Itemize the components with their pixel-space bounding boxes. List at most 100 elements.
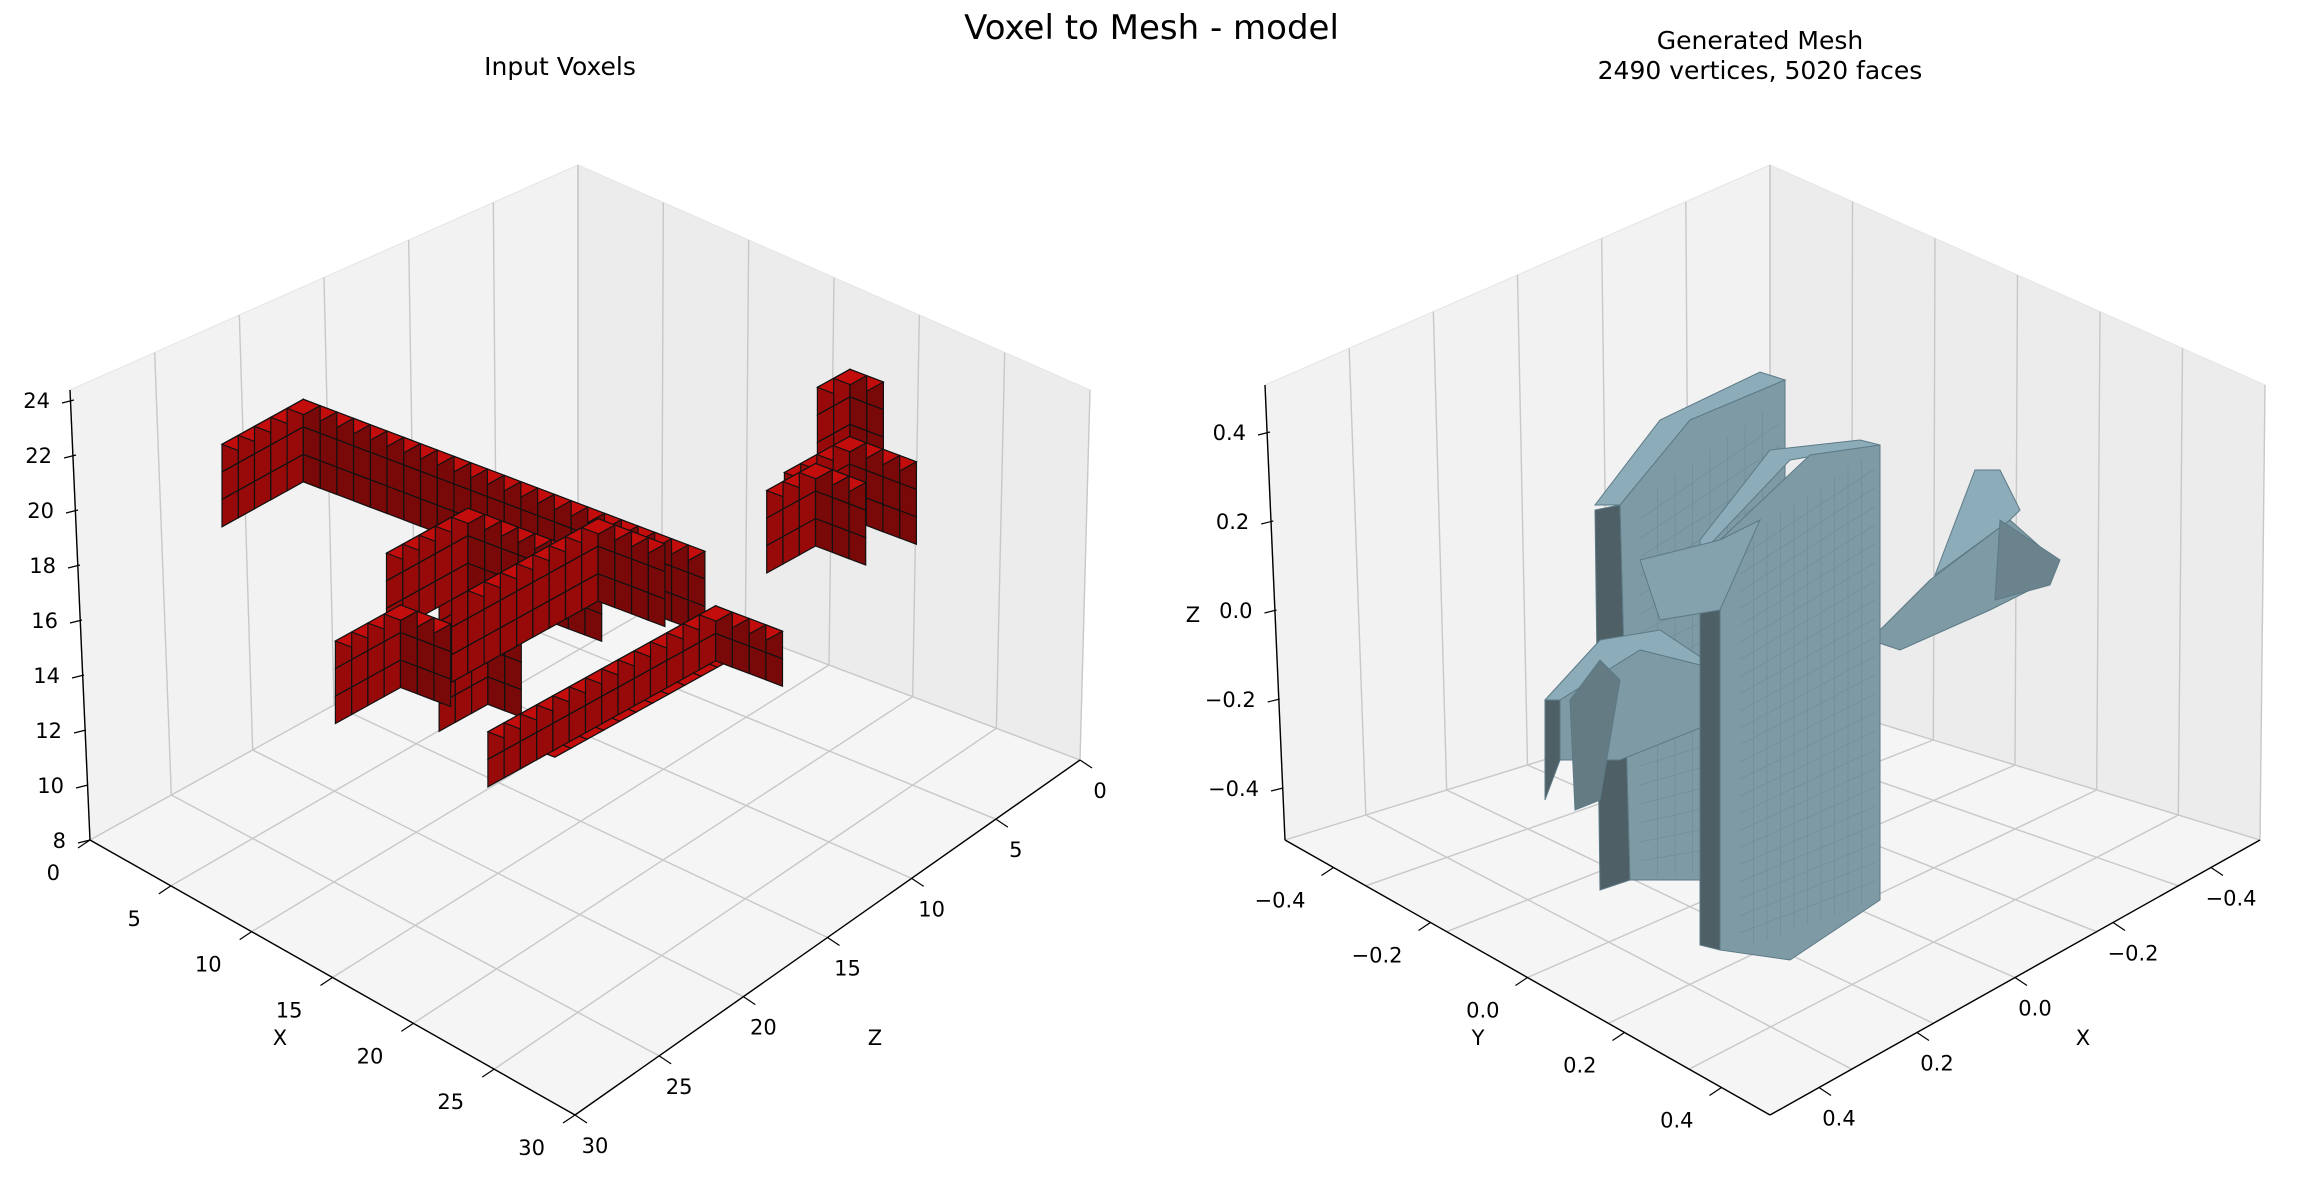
mesh-plot-title-line: Generated Mesh — [1656, 26, 1864, 55]
grid-line — [1432, 311, 1448, 791]
mesh-wire — [1739, 749, 1876, 814]
mesh-x-tick-mark — [1916, 1032, 1930, 1041]
grid-line — [238, 314, 254, 751]
z-tick-mark — [658, 1055, 672, 1065]
grid-line — [2177, 348, 2184, 816]
z-tick-mark — [743, 996, 756, 1006]
voxel-face — [697, 605, 734, 622]
z-tick-label: 0 — [1093, 779, 1106, 803]
mesh-plot-title: Generated Mesh 2490 vertices, 5020 faces — [1480, 26, 2040, 86]
x-tick-mark — [320, 977, 333, 986]
mesh-wire — [1739, 674, 1876, 746]
grid-line — [1516, 274, 1529, 766]
mesh-y-tick-mark — [1515, 977, 1528, 986]
vertical-tick-label: 12 — [35, 719, 62, 743]
mesh-wire — [1739, 618, 1876, 695]
vertical-tick-mark — [77, 839, 91, 844]
mesh-y-axis-label: Y — [1471, 1026, 1485, 1050]
mesh-wire — [1739, 487, 1876, 575]
voxel-face — [832, 368, 869, 386]
mesh-wire — [1739, 505, 1876, 592]
mesh-z-tick-label: 0.2 — [1216, 510, 1249, 534]
mesh-front-slab-top — [1699, 439, 1881, 557]
vertical-tick-label: 8 — [53, 829, 66, 853]
z-tick-label: 30 — [582, 1134, 609, 1158]
mesh-plot-subtitle: 2490 vertices, 5020 faces — [1597, 56, 1923, 85]
mesh-z-tick-mark — [1270, 787, 1284, 792]
mesh-wire — [1739, 693, 1876, 763]
x-tick-mark — [401, 1022, 414, 1032]
mesh-wire — [1739, 712, 1876, 780]
x-tick-label: 15 — [276, 999, 303, 1023]
z-tick-mark — [827, 937, 840, 946]
mesh-z-tick-label: −0.4 — [1208, 777, 1259, 801]
mesh-y-tick-label: 0.2 — [1563, 1054, 1596, 1078]
voxel-model — [220, 368, 918, 788]
grid-line — [2259, 384, 2266, 841]
x-tick-label: 10 — [195, 953, 222, 977]
mesh-x-tick-mark — [2112, 922, 2126, 931]
mesh-z-tick-mark — [1261, 520, 1274, 525]
z-tick-mark — [911, 877, 924, 887]
mesh-front-slab-front — [1719, 444, 1881, 961]
mesh-z-tick-label: 0.4 — [1213, 421, 1246, 445]
mesh-y-tick-mark — [1709, 1087, 1722, 1096]
vertical-tick-label: 20 — [27, 499, 54, 523]
mesh-wire — [1739, 805, 1876, 865]
mesh-tail-wing — [1994, 519, 2061, 601]
grid-line — [2014, 274, 2019, 766]
grid-line — [496, 614, 997, 820]
x-tick-label: 5 — [127, 907, 140, 931]
vertical-tick-label: 18 — [29, 554, 56, 578]
mesh-nose — [1639, 518, 1762, 621]
mesh-wire — [1739, 730, 1876, 797]
z-tick-mark — [995, 818, 1009, 828]
mesh-left-pod — [1569, 659, 1621, 811]
mesh-z-tick-mark — [1267, 698, 1280, 703]
z-axis-label: Z — [868, 1026, 882, 1050]
mesh-ticks: 0.4 0.2 0.0 −0.2 −0.4 Z −0.4 −0.2 0.0 0.2 0.4 Y −0.4… — [1186, 384, 2261, 1133]
grid-line — [995, 352, 1006, 729]
mesh-y-tick-label: −0.4 — [1255, 889, 1306, 913]
x-tick-label: 30 — [518, 1136, 545, 1160]
mesh-wire — [1739, 787, 1876, 848]
voxel-axes — [69, 164, 1091, 1116]
vertical-tick-mark — [65, 509, 79, 514]
mesh-wire — [1739, 562, 1876, 643]
grid-line — [153, 352, 173, 796]
mesh-wire — [1739, 468, 1876, 558]
grid-line — [744, 239, 750, 634]
z-tick-label: 15 — [834, 957, 861, 981]
x-tick-mark — [158, 885, 172, 895]
x-tick-label: 0 — [47, 861, 60, 885]
mesh-y-tick-label: −0.2 — [1352, 944, 1403, 968]
x-tick-mark — [562, 1114, 576, 1124]
mesh-x-tick-label: −0.2 — [2108, 942, 2159, 966]
mesh-x-tick-mark — [2014, 977, 2028, 986]
x-tick-label: 25 — [437, 1090, 464, 1114]
mesh-y-tick-label: 0.0 — [1466, 999, 1499, 1023]
x-tick-label: 20 — [357, 1044, 384, 1068]
mesh-z-tick-mark — [1264, 609, 1277, 614]
mesh-y-tick-mark — [1321, 867, 1334, 876]
vertical-tick-mark — [75, 784, 89, 789]
grid-line — [1932, 238, 1936, 741]
voxel-face — [797, 462, 834, 480]
mesh-y-tick-mark — [1612, 1032, 1625, 1041]
grid-line — [2095, 311, 2101, 791]
voxel-ticks: 8 10 12 14 16 18 20 22 24 0 5 10 15 20 25 30 X 0 5 10 15 20 25… — [23, 389, 1106, 1160]
vertical-tick-mark — [63, 454, 77, 459]
vertical-tick-label: 16 — [31, 609, 58, 633]
mesh-x-tick-label: 0.0 — [2018, 997, 2051, 1021]
mesh-x-tick-mark — [2210, 867, 2224, 876]
vertical-tick-label: 22 — [25, 444, 52, 468]
vertical-tick-label: 14 — [33, 664, 60, 688]
mesh-wire — [1739, 862, 1876, 917]
vertical-tick-mark — [73, 729, 87, 734]
grid-line — [1079, 389, 1091, 761]
mesh-wire — [1739, 843, 1876, 900]
voxel-face — [285, 398, 322, 416]
mesh-wire — [1739, 880, 1876, 934]
mesh-wire — [1639, 445, 1781, 539]
mesh-x-tick-label: 0.2 — [1920, 1052, 1953, 1076]
